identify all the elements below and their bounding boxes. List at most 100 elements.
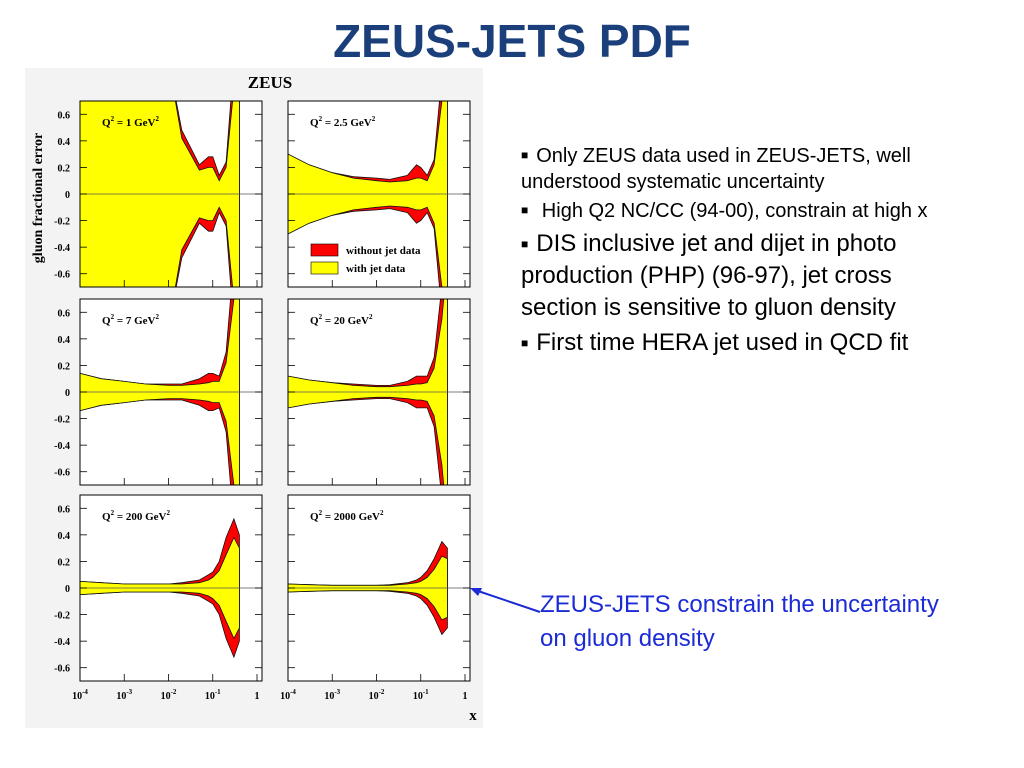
q2-label-part: 2 — [111, 115, 115, 123]
y-tick-label: -0.6 — [54, 664, 70, 675]
q2-label-part: 2 — [319, 115, 323, 123]
y-tick-label: 0.2 — [58, 361, 71, 372]
bullet-item: ■ First time HERA jet used in QCD fit — [521, 327, 971, 359]
x-tick-label: 10-1 — [413, 688, 429, 702]
q2-label-part: 2 — [319, 313, 323, 321]
panel-1: 0.60.40.20-0.2-0.4-0.6Q2 = 1 GeV2 — [54, 100, 263, 288]
x-axis-label: x — [469, 708, 477, 724]
y-tick-label: 0.4 — [58, 335, 71, 346]
q2-label-part: 2 — [155, 313, 159, 321]
q2-label-part: = 200 GeV — [114, 511, 166, 523]
bullet-square-icon: ■ — [521, 237, 529, 252]
bullet-square-icon: ■ — [521, 202, 529, 217]
legend-label: without jet data — [346, 245, 421, 257]
y-tick-label: 0 — [65, 388, 70, 399]
slide-title: ZEUS-JETS PDF — [333, 15, 691, 67]
x-tick-label: 10-1 — [205, 688, 221, 702]
y-tick-label: -0.6 — [54, 270, 70, 281]
bullet-item: ■ High Q2 NC/CC (94-00), constrain at hi… — [521, 198, 971, 224]
bullet-text: High Q2 NC/CC (94-00), constrain at high… — [536, 199, 928, 222]
bullet-text: DIS inclusive jet and dijet in photo pro… — [521, 230, 897, 321]
y-tick-label: 0.6 — [58, 504, 71, 515]
q2-label-part: 2 — [319, 509, 323, 517]
panel-5: 0.6 0.4 0.2 0 -0.2 -0.4 -0.6 10-4 10-3 10-2 10-1 1 Q… — [54, 494, 263, 702]
y-tick-label: -0.4 — [54, 243, 70, 254]
panels-group: 0.60.40.20-0.2-0.4-0.6Q2 = 1 GeV2 Q2 = 2.… — [54, 100, 471, 702]
q2-label-part: = 1 GeV — [114, 117, 155, 129]
x-tick-label: 1 — [463, 691, 468, 702]
x-tick-exponent: -2 — [379, 688, 385, 696]
y-axis-label: gluon fractional error — [31, 133, 46, 263]
bullet-item: ■ DIS inclusive jet and dijet in photo pr… — [521, 228, 971, 323]
y-tick-label: 0.6 — [58, 308, 71, 319]
panel-q2-label: Q2 = 20 GeV2 — [310, 313, 373, 327]
legend-swatch — [310, 261, 339, 275]
x-tick-exponent: -3 — [126, 688, 132, 696]
q2-label-part: Q — [310, 117, 319, 129]
panel-3: 0.60.40.20-0.2-0.4-0.6Q2 = 7 GeV2 — [54, 298, 263, 486]
q2-label-part: 2 — [372, 115, 376, 123]
x-tick-exponent: -4 — [82, 688, 88, 696]
bullet-item: ■ Only ZEUS data used in ZEUS-JETS, well … — [521, 143, 971, 196]
q2-label-part: Q — [310, 511, 319, 523]
panel-q2-label: Q2 = 7 GeV2 — [102, 313, 159, 327]
x-tick-label: 1 — [255, 691, 260, 702]
x-tick-exponent: -1 — [215, 688, 221, 696]
x-tick-exponent: -2 — [171, 688, 177, 696]
gluon-error-figure: ZEUS gluon fractional error x 0.6 0.4 0.2 0… — [25, 68, 483, 728]
panel-q2-label: Q2 = 1 GeV2 — [102, 115, 159, 129]
y-tick-label: 0.6 — [58, 110, 71, 121]
y-tick-label: 0.4 — [58, 531, 71, 542]
y-tick-label: 0.4 — [58, 137, 71, 148]
q2-label-part: Q — [310, 315, 319, 327]
panel-q2-label: Q2 = 200 GeV2 — [102, 509, 170, 523]
x-tick-label: 10-4 — [280, 688, 296, 702]
q2-label-part: 2 — [111, 313, 115, 321]
y-tick-label: -0.4 — [54, 637, 70, 648]
figure-title: ZEUS — [248, 73, 292, 92]
y-tick-label: 0 — [65, 584, 70, 595]
y-tick-label: -0.2 — [54, 415, 70, 426]
bullet-list: ■ Only ZEUS data used in ZEUS-JETS, well … — [521, 143, 971, 359]
callout-text: ZEUS-JETS constrain the uncertainty on g… — [540, 591, 939, 652]
q2-label-part: 2 — [111, 509, 115, 517]
q2-label-part: Q — [102, 315, 111, 327]
q2-label-part: = 20 GeV — [322, 315, 369, 327]
x-tick-label: 10-3 — [324, 688, 340, 702]
q2-label-part: = 2000 GeV — [322, 511, 380, 523]
bullet-square-icon: ■ — [521, 148, 529, 162]
x-tick-label: 10-2 — [161, 688, 177, 702]
bullet-text: Only ZEUS data used in ZEUS-JETS, well u… — [521, 145, 911, 194]
callout-arrow-line — [477, 590, 541, 613]
y-tick-label: -0.2 — [54, 611, 70, 622]
y-tick-label: -0.4 — [54, 441, 70, 452]
y-tick-label: 0.2 — [58, 557, 71, 568]
x-tick-exponent: -3 — [334, 688, 340, 696]
legend-swatch — [310, 243, 339, 257]
y-tick-label: 0.2 — [58, 163, 71, 174]
q2-label-part: 2 — [166, 509, 170, 517]
q2-label-part: 2 — [155, 115, 159, 123]
x-tick-label: 10-3 — [116, 688, 132, 702]
panel-4: Q2 = 20 GeV2 — [287, 298, 471, 486]
legend-label: with jet data — [346, 263, 406, 275]
x-tick-exponent: -1 — [423, 688, 429, 696]
y-tick-label: 0 — [65, 190, 70, 201]
q2-label-part: = 2.5 GeV — [322, 117, 372, 129]
y-tick-label: -0.6 — [54, 468, 70, 479]
bullet-text: First time HERA jet used in QCD fit — [536, 329, 909, 357]
q2-label-part: 2 — [369, 313, 373, 321]
q2-label-part: = 7 GeV — [114, 315, 155, 327]
panel-q2-label: Q2 = 2.5 GeV2 — [310, 115, 376, 129]
panel-6: 10-4 10-3 10-2 10-1 1 Q2 = 2000 GeV2 — [280, 494, 471, 702]
figure-svg: ZEUS gluon fractional error x 0.60.40.20… — [31, 73, 477, 724]
y-tick-label: -0.2 — [54, 217, 70, 228]
panel-q2-label: Q2 = 2000 GeV2 — [310, 509, 384, 523]
q2-label-part: Q — [102, 511, 111, 523]
x-tick-exponent: -4 — [290, 688, 296, 696]
bullet-square-icon: ■ — [521, 336, 529, 351]
x-tick-label: 10-2 — [369, 688, 385, 702]
x-tick-label: 10-4 — [72, 688, 88, 702]
q2-label-part: Q — [102, 117, 111, 129]
